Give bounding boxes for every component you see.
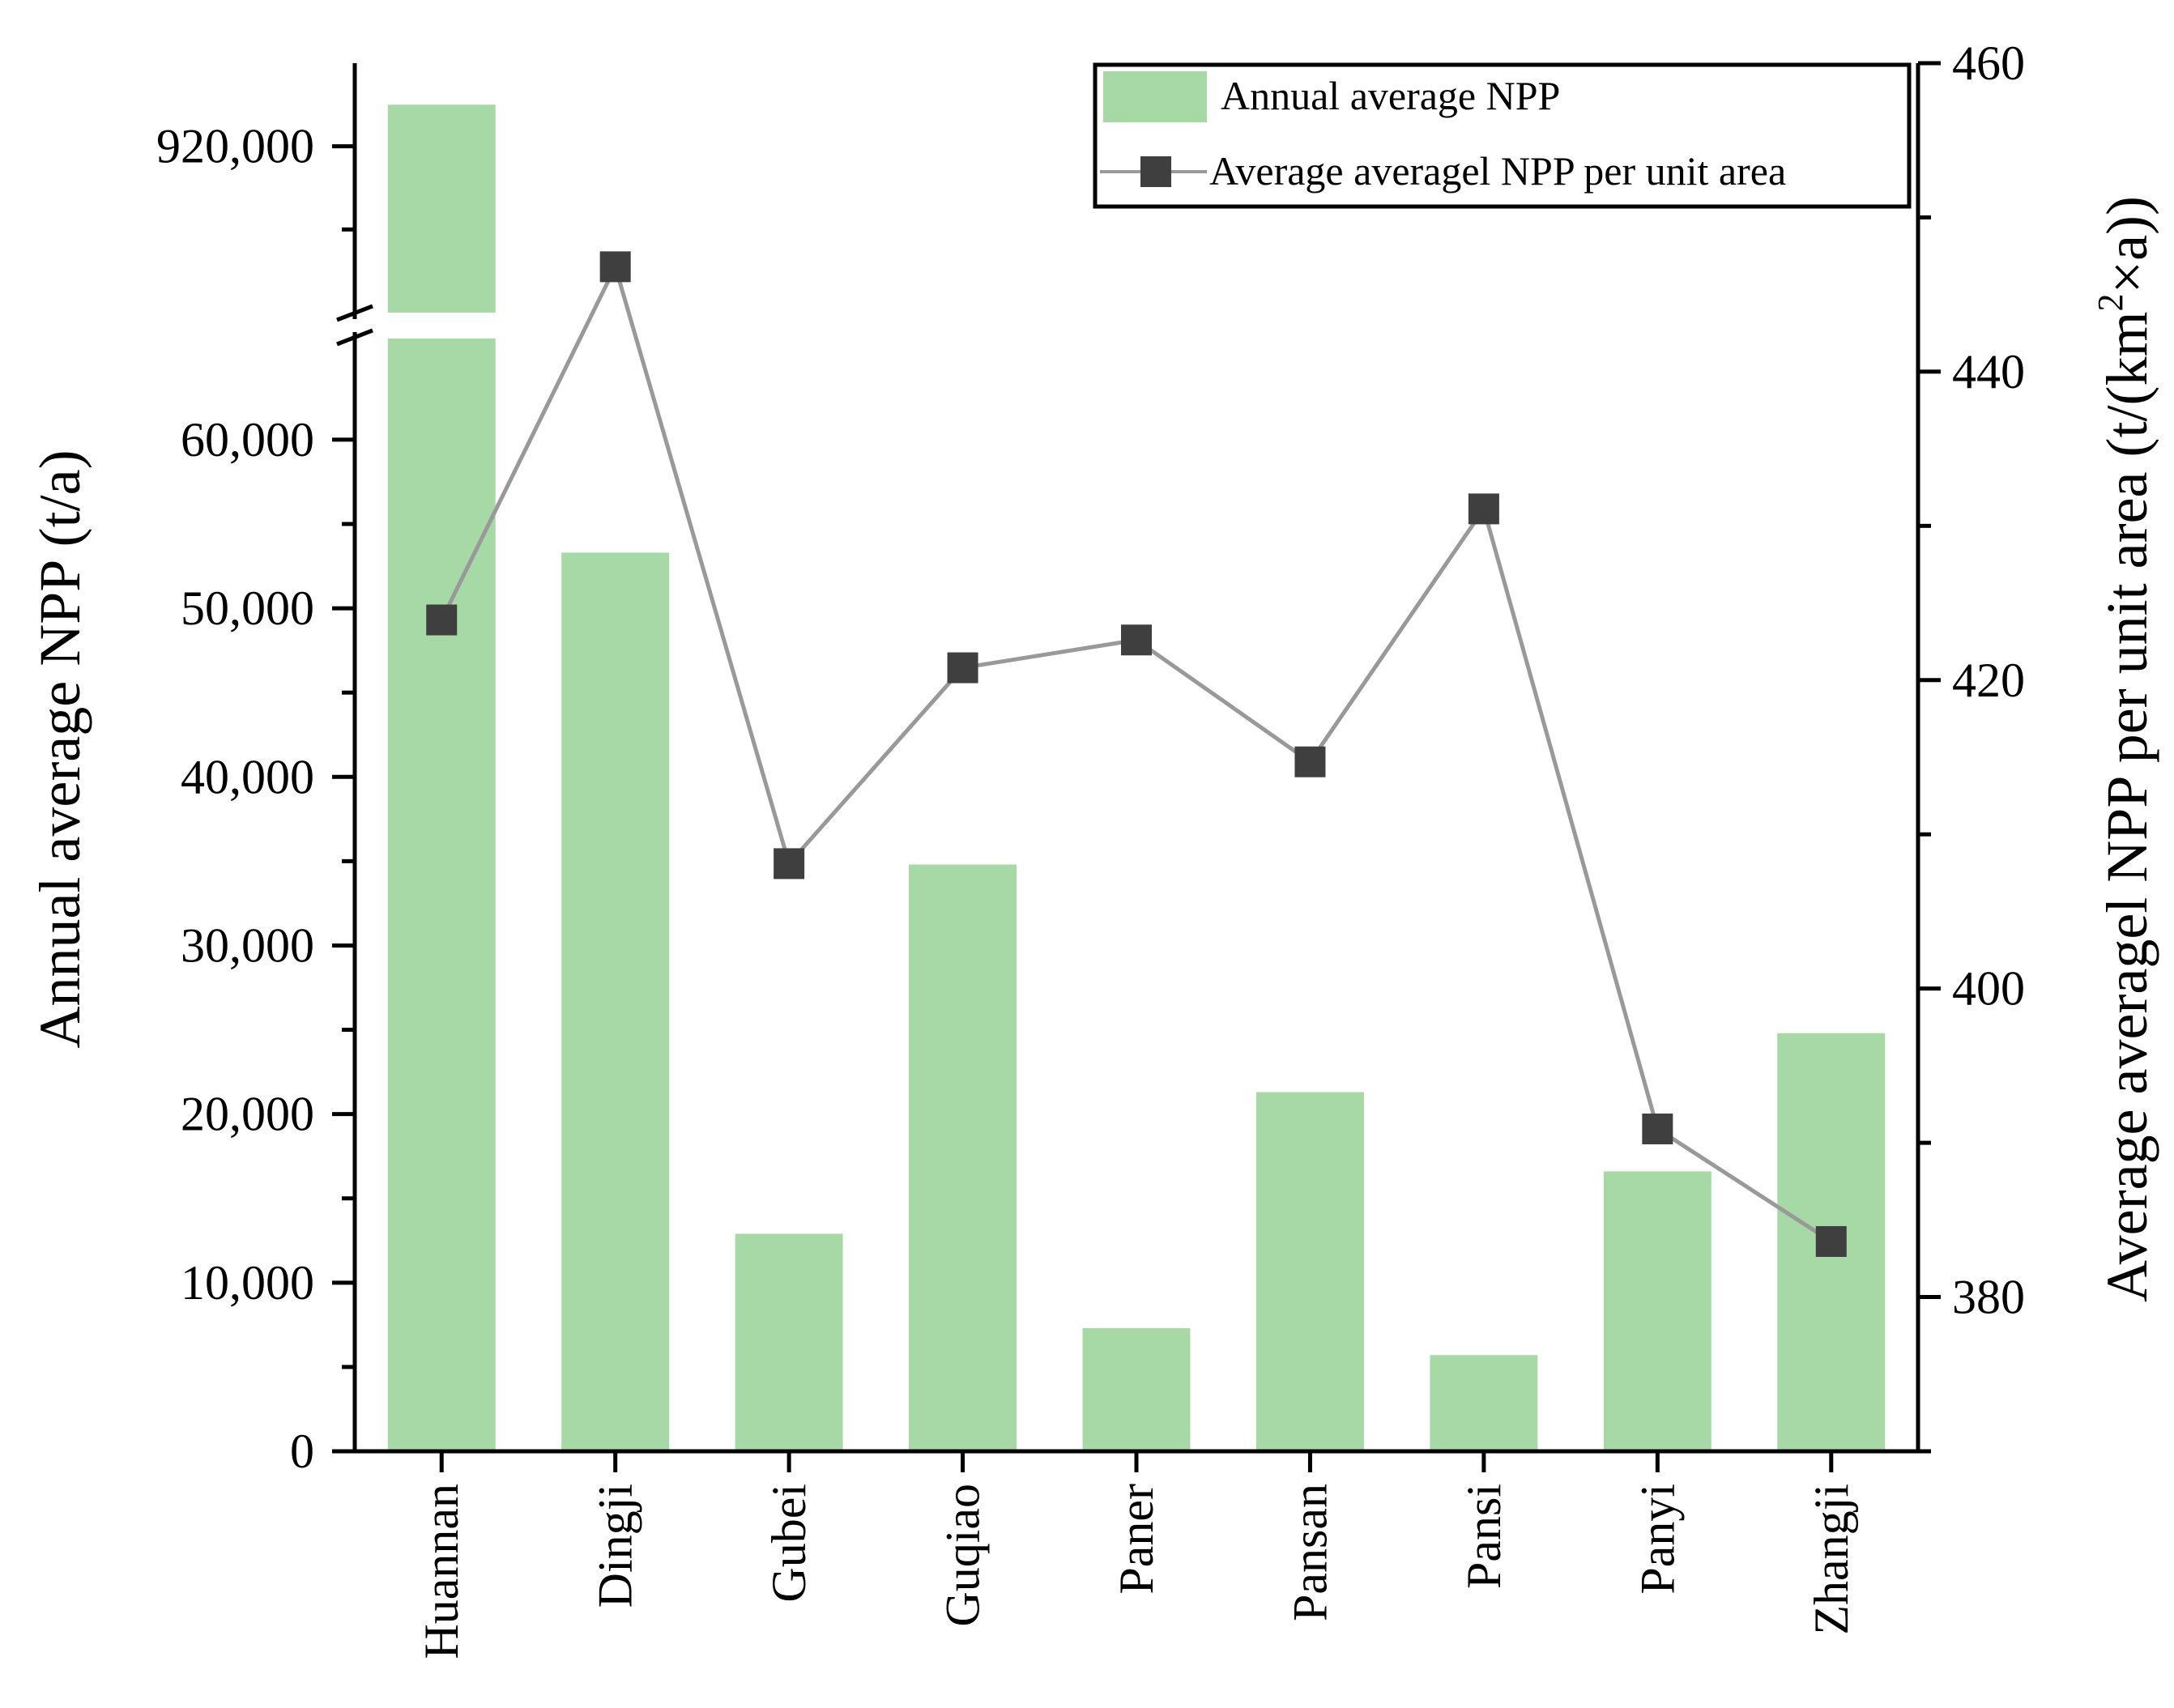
legend-line-label: Average averagel NPP per unit area (1209, 148, 1786, 194)
bar-pansi (1430, 1355, 1538, 1451)
bar-huannan-lower (387, 339, 496, 1451)
right-tick-label: 380 (1952, 1271, 2025, 1324)
marker-gubei (774, 848, 805, 880)
axis-break-mark-lower (336, 328, 373, 347)
left-tick-label: 50,000 (181, 581, 314, 635)
right-tick-label: 400 (1952, 962, 2025, 1016)
marker-paner (1121, 624, 1152, 656)
right-axis-title-tail: ×a)) (2095, 196, 2159, 294)
bar-pansan (1255, 1092, 1364, 1451)
right-axis-title-main: Average averagel NPP per unit area (t/(k… (2095, 312, 2159, 1302)
labels: 0 10,000 20,000 30,000 40,000 50,000 60,000 920… (156, 36, 2025, 1659)
bar-series (387, 104, 1886, 1452)
category-label-pansan: Pansan (1283, 1484, 1336, 1621)
left-tick-label: 920,000 (156, 120, 314, 173)
left-tick-label: 60,000 (181, 413, 314, 466)
bar-gubei (735, 1233, 843, 1451)
left-tick-label: 30,000 (181, 918, 314, 972)
left-tick-label: 40,000 (181, 750, 314, 803)
marker-guqiao (947, 652, 978, 684)
marker-panyi (1642, 1113, 1673, 1144)
category-label-gubei: Gubei (762, 1484, 816, 1603)
bar-paner (1082, 1328, 1191, 1451)
left-axis-title: Annual average NPP (t/a) (28, 449, 92, 1048)
category-label-guqiao: Guqiao (936, 1484, 990, 1627)
legend-bar-swatch (1103, 71, 1207, 122)
category-label-huannan: Huannan (415, 1484, 468, 1659)
left-tick-label: 20,000 (181, 1088, 314, 1141)
category-label-panyi: Panyi (1630, 1484, 1684, 1595)
bar-guqiao (909, 864, 1017, 1451)
right-axis-title-sup: 2 (2091, 294, 2130, 312)
marker-huannan (426, 604, 458, 636)
category-label-pansi: Pansi (1457, 1484, 1511, 1589)
left-tick-label: 0 (290, 1425, 314, 1478)
axis-break-mark-upper (336, 304, 373, 322)
marker-pansan (1294, 746, 1326, 777)
category-label-dingji: Dingji (589, 1484, 642, 1608)
legend: Annual average NPP Average averagel NPP … (1093, 62, 1912, 209)
legend-frame (1093, 62, 1912, 209)
bar-dingji (561, 552, 670, 1452)
right-tick-label: 440 (1952, 345, 2025, 398)
legend-marker-swatch (1140, 156, 1171, 187)
bar-panyi (1603, 1171, 1711, 1451)
category-label-zhangji: Zhangji (1805, 1484, 1858, 1635)
right-tick-label: 460 (1952, 36, 2025, 90)
marker-dingji (599, 251, 631, 283)
marker-pansi (1468, 493, 1499, 525)
legend-bar-label: Annual average NPP (1221, 73, 1560, 118)
right-axis-title: Average averagel NPP per unit area (t/(k… (2091, 196, 2159, 1302)
bar-huannan-upper (387, 104, 496, 313)
axes (332, 61, 1941, 1472)
left-tick-label: 10,000 (181, 1256, 314, 1310)
marker-zhangji (1815, 1225, 1847, 1257)
line-series (426, 251, 1847, 1257)
right-tick-label: 420 (1952, 654, 2025, 707)
category-label-paner: Paner (1110, 1484, 1163, 1595)
